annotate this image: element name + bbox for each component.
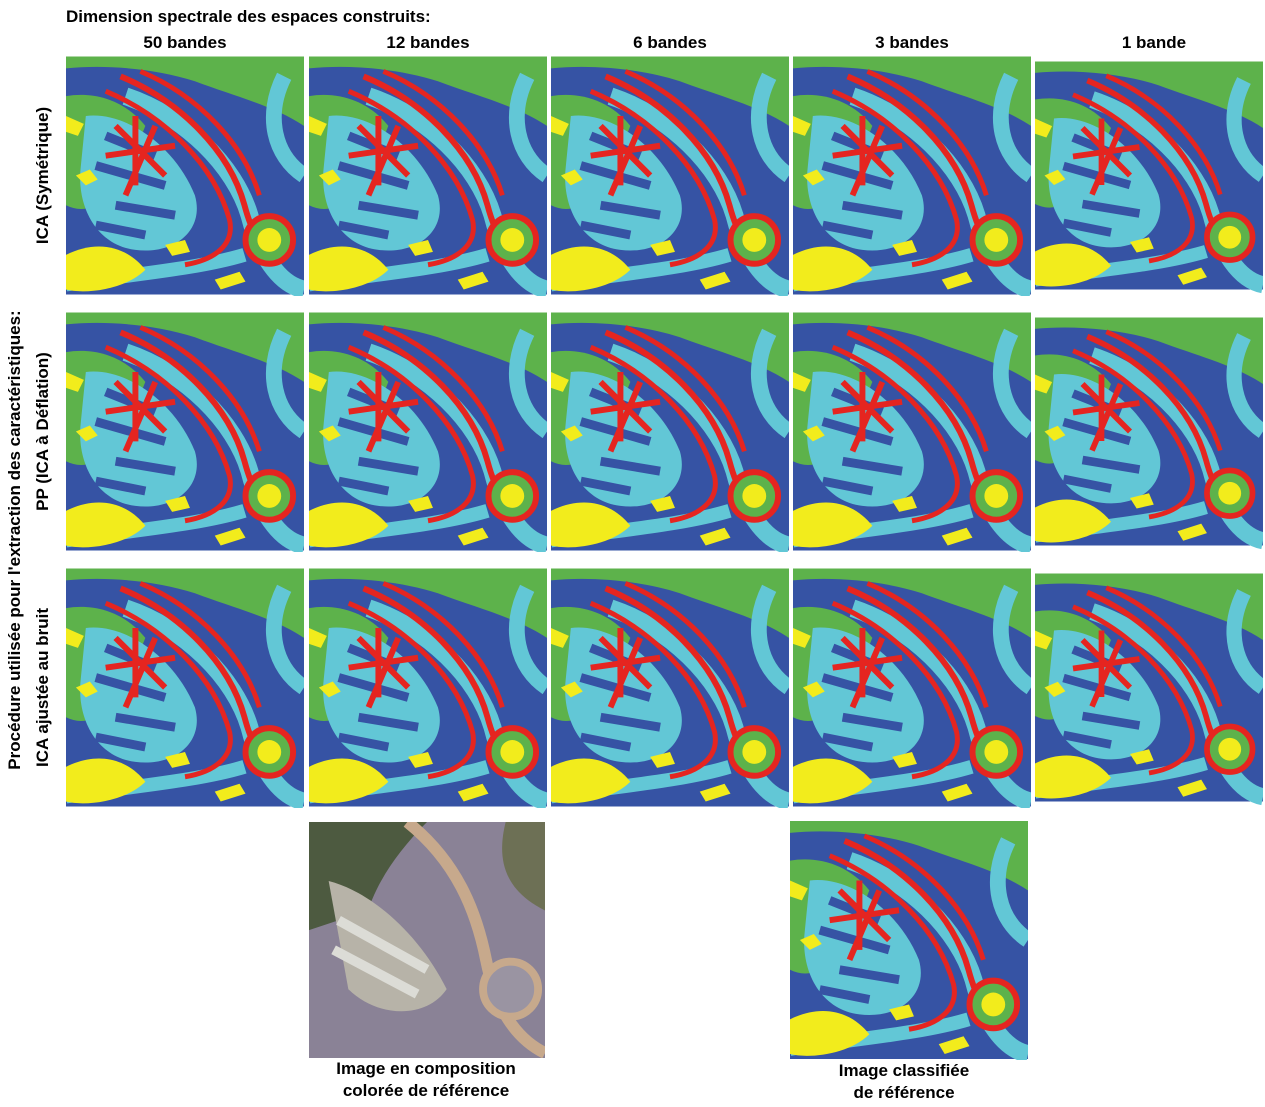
classified-image — [793, 57, 1031, 295]
column-label: 6 bandes — [633, 33, 707, 52]
side-title: Procédure utilisée pour l'extraction des… — [5, 310, 24, 769]
classified-image — [1035, 62, 1263, 290]
classified-image — [793, 313, 1031, 551]
figure: Dimension spectrale des espaces construi… — [0, 0, 1265, 1102]
caption: de référence — [853, 1083, 954, 1102]
classified-image — [66, 313, 304, 551]
column-label: 12 bandes — [386, 33, 469, 52]
classified-image — [1035, 574, 1263, 802]
classified-image — [551, 569, 789, 807]
classified-image — [1035, 318, 1263, 546]
color-composite-image — [309, 822, 545, 1058]
classified-reference-image — [790, 821, 1028, 1059]
caption: colorée de référence — [343, 1081, 509, 1100]
classified-image — [66, 57, 304, 295]
row-label: ICA (Symétrique) — [33, 107, 52, 244]
classified-image — [551, 313, 789, 551]
row-label: ICA ajustée au bruit — [33, 608, 52, 767]
header-title: Dimension spectrale des espaces construi… — [66, 7, 431, 26]
caption: Image classifiée — [839, 1061, 969, 1080]
column-label: 3 bandes — [875, 33, 949, 52]
column-label: 50 bandes — [143, 33, 226, 52]
classified-image — [551, 57, 789, 295]
classified-image — [309, 569, 547, 807]
row-label: PP (ICA à Déflation) — [33, 352, 52, 511]
classified-image — [66, 569, 304, 807]
classified-image — [793, 569, 1031, 807]
column-label: 1 bande — [1122, 33, 1186, 52]
caption: Image en composition — [336, 1059, 515, 1078]
classified-image — [309, 57, 547, 295]
classified-image — [309, 313, 547, 551]
